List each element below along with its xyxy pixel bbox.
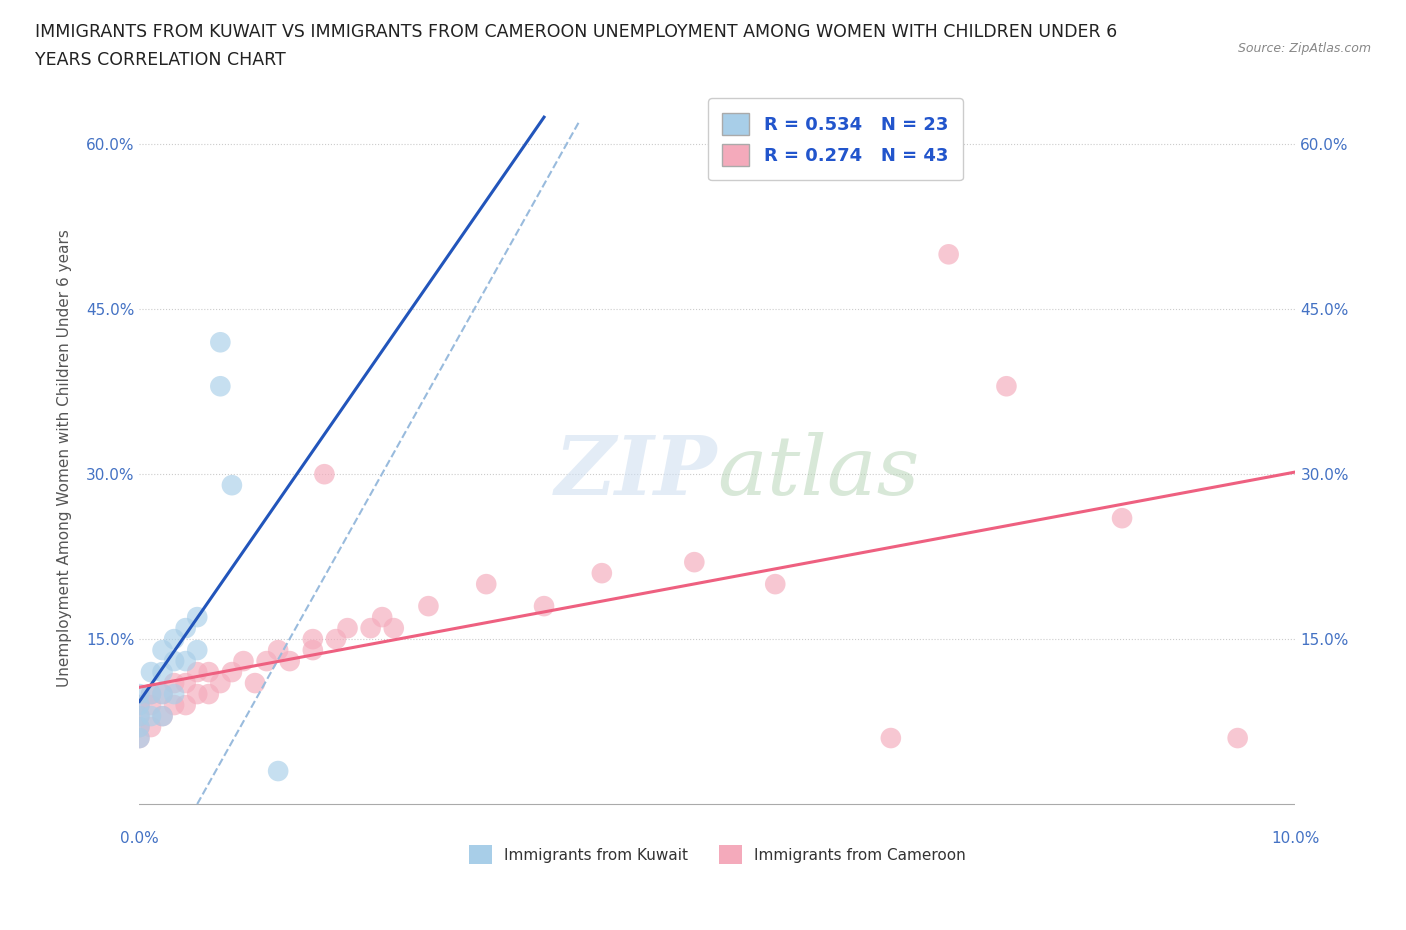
Point xyxy=(336,620,359,635)
Point xyxy=(152,643,174,658)
Point xyxy=(1111,511,1133,525)
Point xyxy=(152,709,174,724)
Point xyxy=(152,665,174,680)
Point xyxy=(683,554,706,569)
Point xyxy=(314,467,336,482)
Point xyxy=(128,720,150,735)
Point xyxy=(174,620,197,635)
Point xyxy=(128,720,150,735)
Point xyxy=(221,478,243,493)
Y-axis label: Unemployment Among Women with Children Under 6 years: Unemployment Among Women with Children U… xyxy=(58,229,72,686)
Point xyxy=(325,631,347,646)
Point xyxy=(128,731,150,746)
Point xyxy=(139,665,162,680)
Text: ZIP: ZIP xyxy=(555,432,717,512)
Point xyxy=(418,599,440,614)
Point xyxy=(186,686,208,701)
Point xyxy=(880,731,903,746)
Point xyxy=(128,698,150,712)
Point xyxy=(163,676,186,691)
Point xyxy=(763,577,786,591)
Text: IMMIGRANTS FROM KUWAIT VS IMMIGRANTS FROM CAMEROON UNEMPLOYMENT AMONG WOMEN WITH: IMMIGRANTS FROM KUWAIT VS IMMIGRANTS FRO… xyxy=(35,23,1118,41)
Point xyxy=(139,686,162,701)
Point xyxy=(533,599,555,614)
Point xyxy=(591,565,613,580)
Point xyxy=(360,620,382,635)
Point xyxy=(278,654,301,669)
Point xyxy=(221,665,243,680)
Point xyxy=(174,654,197,669)
Point xyxy=(198,686,221,701)
Point xyxy=(267,764,290,778)
Point xyxy=(243,676,266,691)
Point xyxy=(128,709,150,724)
Point xyxy=(475,577,498,591)
Point xyxy=(382,620,405,635)
Point xyxy=(371,610,394,625)
Point xyxy=(139,698,162,712)
Point xyxy=(209,335,232,350)
Point xyxy=(128,686,150,701)
Text: YEARS CORRELATION CHART: YEARS CORRELATION CHART xyxy=(35,51,285,69)
Point xyxy=(1226,731,1249,746)
Point xyxy=(152,709,174,724)
Point xyxy=(198,665,221,680)
Point xyxy=(186,665,208,680)
Point xyxy=(938,246,960,261)
Point xyxy=(256,654,278,669)
Point xyxy=(995,379,1018,393)
Point xyxy=(128,709,150,724)
Text: atlas: atlas xyxy=(717,432,920,512)
Point xyxy=(152,686,174,701)
Point xyxy=(232,654,254,669)
Point xyxy=(267,643,290,658)
Point xyxy=(163,654,186,669)
Point xyxy=(174,676,197,691)
Point xyxy=(163,686,186,701)
Point xyxy=(139,686,162,701)
Point xyxy=(209,676,232,691)
Point xyxy=(128,698,150,712)
Point xyxy=(163,698,186,712)
Point xyxy=(152,686,174,701)
Point xyxy=(139,709,162,724)
Point xyxy=(186,610,208,625)
Legend: Immigrants from Kuwait, Immigrants from Cameroon: Immigrants from Kuwait, Immigrants from … xyxy=(463,839,972,870)
Point xyxy=(186,643,208,658)
Point xyxy=(128,731,150,746)
Point xyxy=(139,720,162,735)
Point xyxy=(174,698,197,712)
Point xyxy=(301,631,323,646)
Point xyxy=(163,631,186,646)
Text: Source: ZipAtlas.com: Source: ZipAtlas.com xyxy=(1237,42,1371,55)
Point xyxy=(301,643,323,658)
Point xyxy=(209,379,232,393)
